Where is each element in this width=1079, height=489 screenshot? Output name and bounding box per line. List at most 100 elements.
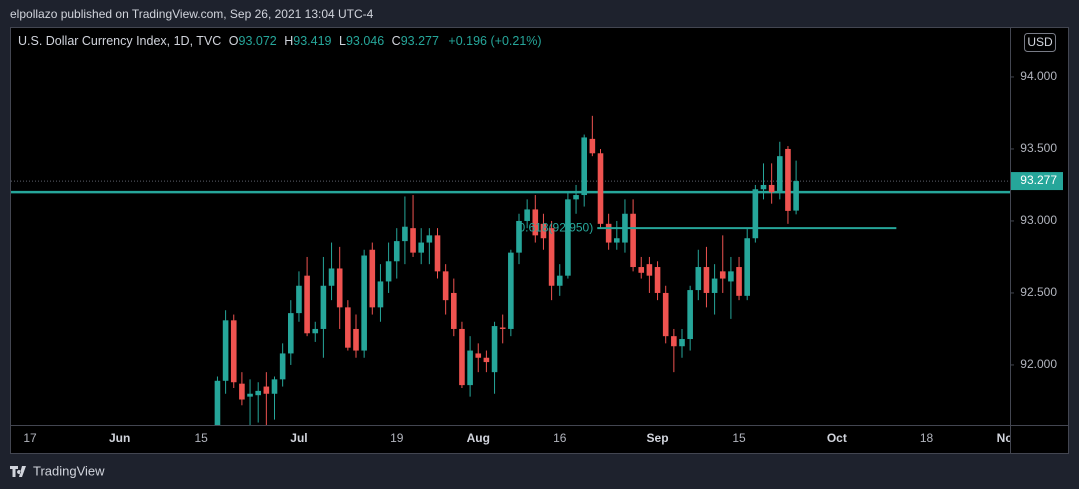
candle-body (687, 290, 693, 340)
symbol-title: U.S. Dollar Currency Index, 1D, TVC (18, 34, 221, 48)
high-value: 93.419 (293, 34, 331, 48)
candle-body (345, 307, 351, 348)
candle-body (777, 156, 783, 193)
time-axis: 17 Jun 15 Jul 19 Aug 16 Sep 15 Oct 18 Nov (23, 431, 1020, 445)
candle-body (581, 137, 587, 196)
legend: U.S. Dollar Currency Index, 1D, TVC O93.… (18, 34, 542, 48)
candle-body (728, 271, 734, 282)
y-tick-label: 92.000 (1020, 357, 1057, 371)
candle-body (630, 213, 636, 268)
high-label: H (284, 34, 293, 48)
candle-body (451, 292, 457, 329)
candle-body (230, 320, 237, 383)
candle-body (744, 238, 750, 296)
candle-body (418, 242, 424, 253)
candle-body (646, 264, 653, 276)
candle-body (499, 327, 506, 329)
brand-logo (10, 466, 26, 477)
x-tick-label: Aug (467, 431, 490, 445)
candle-body (296, 285, 302, 314)
y-tick-label: 92.500 (1020, 285, 1057, 299)
x-tick-label: Jun (109, 431, 130, 445)
candle-body (532, 209, 539, 236)
last-price-label: 93.277 (1020, 173, 1057, 187)
candle-body (679, 339, 685, 347)
candle-body (483, 357, 490, 363)
candle-body (662, 292, 669, 337)
candle-body (589, 138, 596, 154)
x-tick-label: 17 (23, 431, 37, 445)
candle-body (736, 267, 742, 296)
x-tick-label: 19 (390, 431, 404, 445)
candle-body (654, 267, 661, 293)
change-value: +0.196 (+0.21%) (448, 34, 541, 48)
candle-body (434, 235, 441, 272)
candle-body (271, 379, 278, 394)
open-value: 93.072 (239, 34, 277, 48)
candle-body (214, 380, 221, 425)
candle-body (614, 238, 620, 243)
last-price-badge (1011, 172, 1063, 191)
candle-body (475, 353, 482, 358)
x-tick-label: 16 (553, 431, 567, 445)
candle-body (638, 267, 645, 273)
plot-area: 0.618(92.950) (11, 115, 1010, 425)
candle-body (703, 267, 710, 293)
candle-body (410, 228, 416, 253)
candle-body (426, 235, 433, 243)
currency-label[interactable]: USD (1027, 35, 1053, 49)
close-value: 93.277 (401, 34, 439, 48)
candle-body (279, 353, 286, 380)
candle-body (459, 328, 465, 386)
candle-body (361, 255, 367, 351)
close-label: C (392, 34, 401, 48)
candle-body (508, 252, 514, 329)
brand: TradingView (10, 463, 105, 478)
candle-body (491, 326, 498, 373)
candle-body (369, 249, 376, 308)
open-label: O (229, 34, 239, 48)
x-tick-label: Jul (290, 431, 307, 445)
candle-body (239, 383, 245, 400)
candle-body (328, 268, 335, 286)
candle-body (247, 393, 253, 397)
candle-body (540, 223, 547, 239)
low-label: L (339, 34, 346, 48)
low-value: 93.046 (346, 34, 384, 48)
candle-body (312, 328, 319, 334)
x-tick-label: Nov (997, 431, 1020, 445)
candle-body (255, 390, 261, 396)
candle-body (793, 181, 799, 211)
candle-body (719, 271, 726, 279)
candle-body (752, 189, 759, 239)
candle-body (222, 320, 229, 381)
candle-body (785, 148, 791, 211)
y-tick-label: 93.500 (1020, 141, 1057, 155)
x-tick-label: 18 (920, 431, 934, 445)
price-axis: 92.000 92.500 93.000 93.500 94.000 93.277 (1010, 69, 1063, 371)
candle-body (695, 267, 702, 291)
candle-body (711, 278, 718, 293)
candle-body (671, 336, 677, 347)
candle-body (573, 195, 579, 200)
y-tick-label: 93.000 (1020, 213, 1057, 227)
candle-body (565, 199, 571, 276)
candle-body (760, 184, 767, 190)
candle-body (377, 281, 384, 308)
x-tick-label: 15 (732, 431, 746, 445)
candle-body (304, 275, 310, 334)
x-tick-label: Sep (647, 431, 669, 445)
candle-body (597, 153, 604, 224)
candle-body (467, 350, 473, 386)
candle-body (442, 271, 449, 301)
candle-body (402, 226, 408, 242)
currency-badge[interactable] (1024, 33, 1056, 52)
brand-name: TradingView (33, 463, 105, 478)
candle-body (393, 241, 400, 262)
candle-body (353, 328, 359, 351)
candle-body (605, 223, 612, 243)
candle-body (385, 261, 392, 282)
candle-body (288, 313, 294, 354)
